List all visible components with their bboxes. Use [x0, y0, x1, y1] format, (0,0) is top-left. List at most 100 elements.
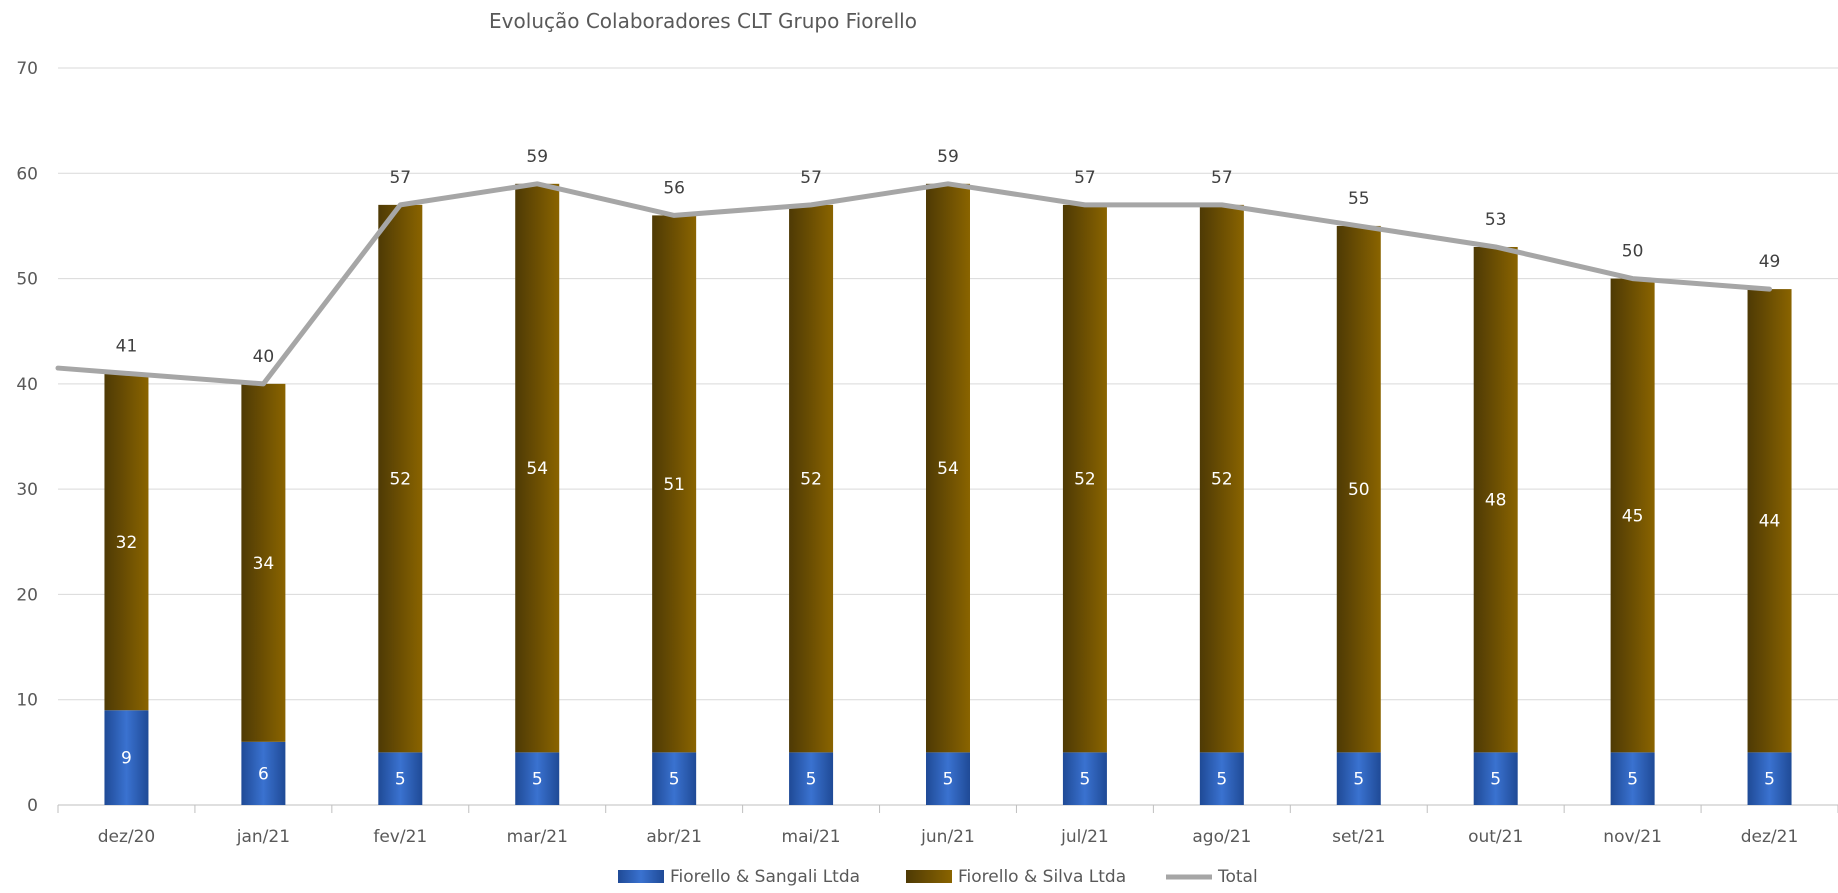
total-value-label: 59	[526, 147, 548, 167]
total-value-label: 41	[116, 336, 138, 356]
x-tick-label: dez/20	[98, 827, 156, 847]
bars	[104, 183, 1792, 805]
total-point	[673, 214, 676, 217]
x-tick-label: jul/21	[1060, 827, 1109, 847]
y-tick-label: 70	[16, 59, 38, 79]
bar-segment-silva	[926, 183, 970, 753]
bar-value-label: 52	[1211, 470, 1233, 490]
total-value-label: 50	[1622, 242, 1644, 262]
y-axis: 0 10 20 30 40 50 60 70	[16, 59, 38, 816]
bar-value-label: 45	[1622, 506, 1644, 526]
total-value-label: 53	[1485, 210, 1507, 230]
legend-swatch	[618, 870, 664, 883]
total-value-label: 56	[663, 178, 685, 198]
bar-value-label: 51	[663, 475, 685, 495]
total-value-label: 49	[1759, 252, 1781, 272]
total-point	[947, 182, 949, 185]
bar-segment-silva	[1610, 278, 1655, 753]
legend-item: Fiorello & Sangali Ltda	[618, 867, 860, 887]
legend-label: Fiorello & Silva Ltda	[958, 867, 1126, 887]
bar-value-label: 52	[800, 470, 822, 490]
total-series-line	[55, 181, 1773, 387]
bar-segment-silva	[241, 383, 286, 742]
total-point	[1494, 245, 1497, 248]
x-tick-label: nov/21	[1603, 827, 1662, 847]
bar-segment-sangali	[241, 741, 286, 805]
y-tick-label: 40	[16, 375, 38, 395]
bar-segment-silva	[789, 204, 834, 753]
bar-segment-sangali	[1747, 752, 1792, 805]
y-tick-label: 60	[16, 164, 38, 184]
total-point	[125, 372, 128, 375]
bar-segment-sangali	[378, 752, 423, 805]
total-point	[536, 182, 539, 185]
bar-segment-silva	[104, 373, 149, 711]
x-tick-label: mai/21	[782, 827, 841, 847]
total-point	[1631, 277, 1634, 280]
bar-segment-sangali	[1199, 752, 1244, 805]
bar-segment-silva	[652, 215, 697, 753]
total-point	[810, 203, 813, 206]
bar-value-label: 32	[116, 533, 138, 553]
bar-value-label: 5	[1080, 770, 1091, 790]
total-value-label: 55	[1348, 189, 1370, 209]
total-value-label: 57	[389, 168, 411, 188]
y-tick-label: 10	[16, 691, 38, 711]
x-tick-label: dez/21	[1741, 827, 1799, 847]
bar-value-label: 6	[258, 764, 269, 784]
chart-title: Evolução Colaboradores CLT Grupo Fiorell…	[489, 9, 917, 33]
bar-segment-silva	[1336, 225, 1381, 753]
bar-value-label: 9	[121, 749, 132, 769]
x-tick-label: abr/21	[646, 827, 702, 847]
data-labels: 9326345525545515525545525525505485455444…	[116, 147, 1781, 790]
bar-segment-silva	[378, 204, 423, 753]
bar-value-label: 5	[395, 770, 406, 790]
x-tick-label: mar/21	[507, 827, 568, 847]
bar-value-label: 44	[1759, 512, 1781, 532]
total-point	[399, 203, 402, 206]
bar-value-label: 34	[253, 554, 275, 574]
bar-value-label: 54	[937, 459, 959, 479]
bar-value-label: 5	[669, 770, 680, 790]
total-line	[55, 181, 1773, 387]
bar-segment-sangali	[652, 752, 697, 805]
legend-item: Fiorello & Silva Ltda	[906, 867, 1126, 887]
bar-value-label: 5	[806, 770, 817, 790]
x-tick-label: ago/21	[1192, 827, 1251, 847]
total-point	[1083, 203, 1086, 206]
total-value-label: 57	[1074, 168, 1096, 188]
total-point	[1768, 288, 1771, 291]
legend-swatch	[906, 870, 952, 883]
bar-value-label: 48	[1485, 491, 1507, 511]
x-tick-label: out/21	[1468, 827, 1523, 847]
x-tick-label: fev/21	[373, 827, 427, 847]
bar-value-label: 5	[532, 770, 543, 790]
bar-value-label: 5	[1353, 770, 1364, 790]
bar-segment-sangali	[1610, 752, 1655, 805]
bar-value-label: 5	[1764, 770, 1775, 790]
bar-value-label: 5	[1490, 770, 1501, 790]
x-tick-label: set/21	[1332, 827, 1385, 847]
total-point	[262, 382, 265, 385]
bar-value-label: 54	[526, 459, 548, 479]
bar-segment-silva	[1747, 289, 1792, 753]
bar-value-label: 5	[943, 770, 954, 790]
x-tick-label: jan/21	[236, 827, 290, 847]
bar-segment-silva	[1062, 204, 1107, 753]
bar-segment-sangali	[1336, 752, 1381, 805]
legend: Fiorello & Sangali Ltda Fiorello & Silva …	[618, 867, 1258, 887]
total-value-label: 57	[800, 168, 822, 188]
bar-segment-silva	[1199, 204, 1244, 753]
bar-value-label: 50	[1348, 480, 1370, 500]
bar-value-label: 5	[1216, 770, 1227, 790]
y-tick-label: 0	[27, 796, 38, 816]
bar-segment-sangali	[515, 752, 560, 805]
y-tick-label: 50	[16, 270, 38, 290]
bar-segment-sangali	[1473, 752, 1518, 805]
legend-item: Total	[1166, 867, 1258, 887]
bar-value-label: 52	[1074, 470, 1096, 490]
total-value-label: 40	[253, 347, 275, 367]
bar-segment-silva	[515, 183, 560, 753]
legend-label: Fiorello & Sangali Ltda	[670, 867, 860, 887]
